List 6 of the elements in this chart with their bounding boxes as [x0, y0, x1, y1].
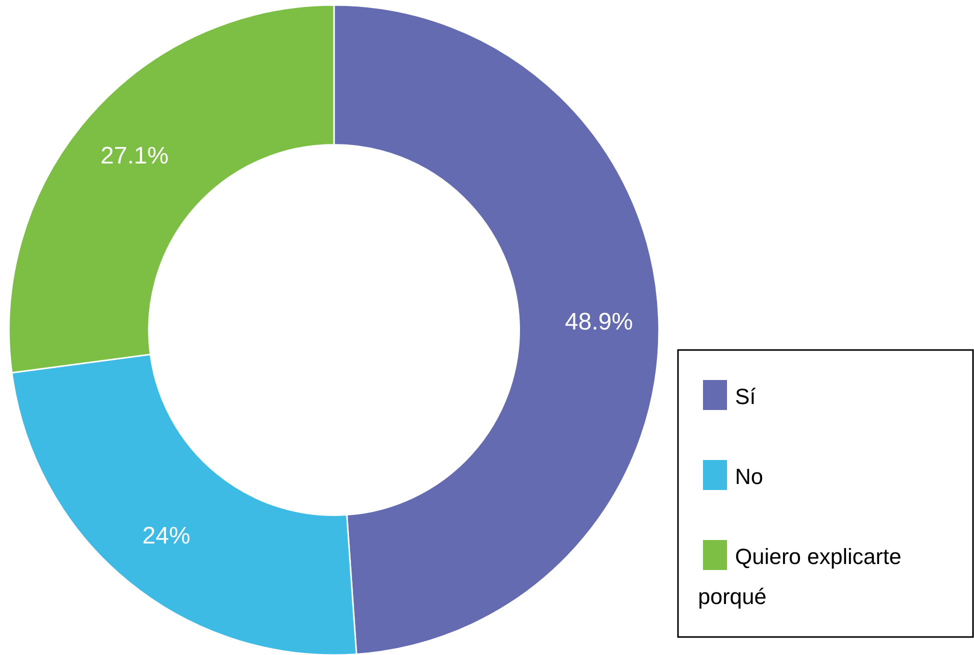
- legend-label: No: [735, 464, 764, 489]
- legend-label: Quiero explicarte porqué: [698, 544, 902, 609]
- data-label: 48.9%: [564, 308, 633, 336]
- data-label: 27.1%: [100, 142, 169, 170]
- data-label: 24%: [142, 522, 190, 550]
- legend-label: Sí: [735, 384, 756, 409]
